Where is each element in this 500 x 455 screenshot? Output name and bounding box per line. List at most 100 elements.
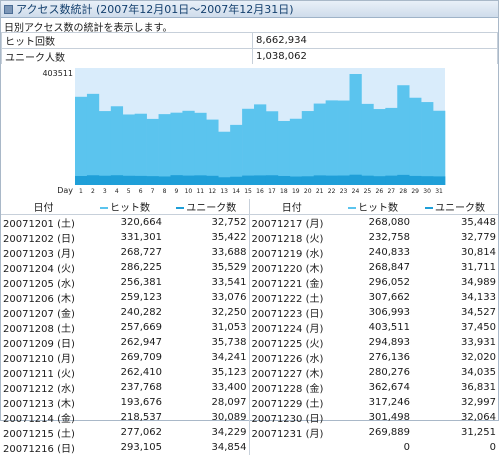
row-unique: 37,450	[461, 322, 496, 333]
table-row: 20071216 (日) 293,105 34,854 0 0	[1, 440, 498, 455]
chart-xlabel: Day	[57, 186, 73, 195]
row-unique: 30,089	[211, 412, 247, 423]
hits-bar	[206, 119, 219, 185]
summary-value: 1,038,062	[252, 48, 498, 65]
row-date: 20071202 (日)	[3, 234, 75, 245]
x-tick-label: 10	[185, 188, 193, 195]
table-row: 20071204 (火) 286,225 35,529 20071220 (木) 268…	[1, 260, 498, 275]
unique-legend-swatch	[425, 207, 433, 209]
row-date: 20071205 (水)	[3, 279, 75, 290]
x-tick-label: 1	[79, 188, 83, 195]
hits-bar	[86, 93, 100, 185]
chart-ymax-label: 403511	[42, 69, 73, 78]
row-unique: 35,738	[211, 337, 247, 348]
row-hits: 403,511	[368, 322, 410, 333]
hits-bar	[182, 110, 195, 185]
row-date: 20071215 (土)	[3, 429, 75, 440]
row-date: 20071210 (月)	[3, 354, 75, 365]
x-tick-label: 17	[268, 188, 276, 195]
unique-bar	[242, 175, 255, 185]
unique-bar	[265, 175, 279, 185]
table-row: 20071215 (土) 277,062 34,229 20071231 (月) 269…	[1, 425, 498, 440]
row-date: 20071209 (日)	[3, 339, 75, 350]
row-date: 20071201 (土)	[3, 219, 75, 230]
row-hits: 286,225	[120, 262, 162, 273]
unique-bar	[421, 176, 434, 185]
unique-bar	[86, 175, 100, 185]
summary-value: 8,662,934	[252, 32, 498, 49]
table-row: 20071214 (金) 218,537 30,089 20071230 (日) 301…	[1, 410, 498, 425]
panel-title: アクセス数統計 (2007年12月01日～2007年12月31日)	[16, 3, 294, 16]
unique-bar	[134, 175, 147, 185]
row-unique: 33,541	[211, 277, 247, 288]
row-date: 20071217 (月)	[248, 214, 334, 230]
x-tick-label: 20	[304, 188, 312, 195]
x-tick-label: 23	[340, 188, 348, 195]
hits-bar	[122, 114, 135, 185]
row-unique: 34,527	[461, 307, 496, 318]
row-unique: 33,931	[461, 337, 496, 348]
row-hits: 232,758	[368, 232, 410, 243]
row-hits: 193,676	[120, 397, 162, 408]
unique-bar	[433, 176, 446, 185]
row-date: 20071214 (金)	[3, 414, 75, 425]
x-tick-label: 22	[328, 188, 336, 195]
row-hits: 276,136	[368, 352, 410, 363]
hits-bar	[242, 108, 255, 185]
x-tick-label: 31	[435, 188, 443, 195]
hits-legend-swatch	[348, 207, 356, 209]
row-date: 20071226 (水)	[248, 350, 334, 365]
unique-bar	[75, 175, 88, 185]
x-tick-label: 28	[399, 188, 407, 195]
row-date: 20071218 (火)	[248, 230, 334, 245]
row-hits: 268,847	[368, 262, 410, 273]
row-date: 20071216 (日)	[3, 444, 75, 455]
row-hits: 293,105	[120, 442, 162, 453]
row-hits: 262,947	[120, 337, 162, 348]
row-unique: 31,711	[461, 262, 496, 273]
row-hits: 269,709	[120, 352, 162, 363]
hits-bar	[325, 100, 338, 185]
hits-bar	[397, 85, 410, 185]
unique-bar	[194, 175, 207, 185]
unique-bar	[349, 174, 362, 185]
hits-bar	[218, 131, 231, 185]
unique-bar	[218, 177, 231, 185]
row-unique: 32,064	[461, 412, 496, 423]
row-hits: 257,669	[120, 322, 162, 333]
row-hits: 218,537	[120, 412, 162, 423]
row-hits: 294,893	[368, 337, 410, 348]
row-date: 20071231 (月)	[248, 425, 334, 440]
unique-bar	[277, 175, 291, 185]
hits-bar	[158, 114, 171, 185]
hits-bar	[254, 104, 267, 185]
row-date: 20071203 (月)	[3, 249, 75, 260]
row-date: 20071230 (日)	[248, 410, 334, 425]
x-tick-label: 19	[292, 188, 300, 195]
hits-bar	[301, 111, 315, 185]
summary-row-unique: ユニーク人数 1,038,062	[1, 48, 498, 65]
table-row: 20071205 (水) 256,381 33,541 20071221 (金) 296…	[1, 275, 498, 290]
hits-bar	[409, 97, 422, 185]
unique-bar	[289, 176, 303, 185]
row-hits: 296,052	[368, 277, 410, 288]
hits-bar	[134, 113, 147, 185]
table-row: 20071210 (月) 269,709 34,241 20071226 (水) 276…	[1, 350, 498, 365]
hits-bar	[98, 111, 112, 185]
row-unique: 32,997	[461, 397, 496, 408]
table-row: 20071213 (木) 193,676 28,097 20071229 (土) 317…	[1, 395, 498, 410]
row-hits: 237,768	[120, 382, 162, 393]
row-unique: 33,076	[211, 292, 247, 303]
header-date: 日付	[248, 199, 334, 215]
row-date: 20071220 (木)	[248, 260, 334, 275]
row-unique: 0	[489, 442, 496, 453]
row-hits: 317,246	[368, 397, 410, 408]
hits-bar	[230, 124, 243, 185]
hits-bar	[194, 112, 207, 185]
summary-label: ヒット回数	[1, 32, 253, 49]
x-tick-label: 4	[115, 188, 119, 195]
header-date: 日付	[1, 199, 86, 215]
row-unique: 35,448	[461, 217, 496, 228]
x-tick-label: 8	[163, 188, 167, 195]
x-tick-label: 14	[232, 188, 240, 195]
